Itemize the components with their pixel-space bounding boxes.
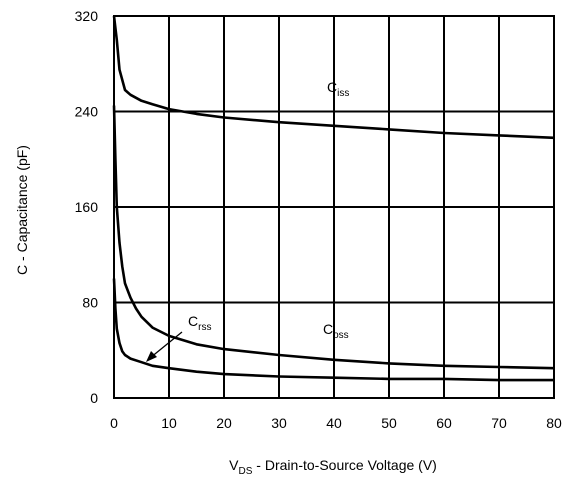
series-coss-line [112, 105, 555, 370]
crss-annotation-arrow [146, 331, 183, 362]
x-axis-title-rest: - Drain-to-Source Voltage (V) [252, 457, 436, 473]
x-tick-label: 60 [436, 415, 452, 431]
grid-layer [113, 15, 555, 399]
crss-label: Crss [188, 313, 211, 333]
y-axis-title: C - Capacitance (pF) [14, 145, 30, 275]
x-tick-label: 30 [271, 415, 287, 431]
x-tick-label: 0 [110, 415, 118, 431]
y-tick-label: 320 [75, 8, 99, 24]
x-tick-label: 80 [546, 415, 562, 431]
crss-label-main: C [188, 313, 198, 329]
x-tick-label: 40 [326, 415, 342, 431]
x-axis-title: VDS - Drain-to-Source Voltage (V) [229, 457, 437, 477]
x-axis-title-main: V [229, 457, 239, 473]
x-tick-label: 20 [216, 415, 232, 431]
tick-label-layer: 0 10 20 30 40 50 60 70 80 0 80 160 240 320 [75, 8, 562, 431]
ciss-label-sub: iss [337, 88, 349, 99]
x-tick-label: 50 [381, 415, 397, 431]
series-crss-line [112, 278, 554, 382]
coss-label: Coss [323, 321, 349, 341]
coss-label-main: C [323, 321, 333, 337]
series-layer [112, 15, 555, 382]
plot-frame [113, 15, 555, 399]
crss-label-sub: rss [198, 322, 211, 333]
x-axis-title-sub: DS [239, 466, 253, 477]
y-tick-label: 160 [75, 199, 99, 215]
coss-label-sub: oss [333, 330, 349, 341]
y-tick-label: 240 [75, 104, 99, 120]
x-tick-label: 10 [161, 415, 177, 431]
y-tick-label: 80 [82, 295, 98, 311]
series-ciss-line [112, 15, 555, 140]
ciss-label: Ciss [327, 79, 349, 99]
x-tick-label: 70 [491, 415, 507, 431]
ciss-label-main: C [327, 79, 337, 95]
y-tick-label: 0 [90, 390, 98, 406]
